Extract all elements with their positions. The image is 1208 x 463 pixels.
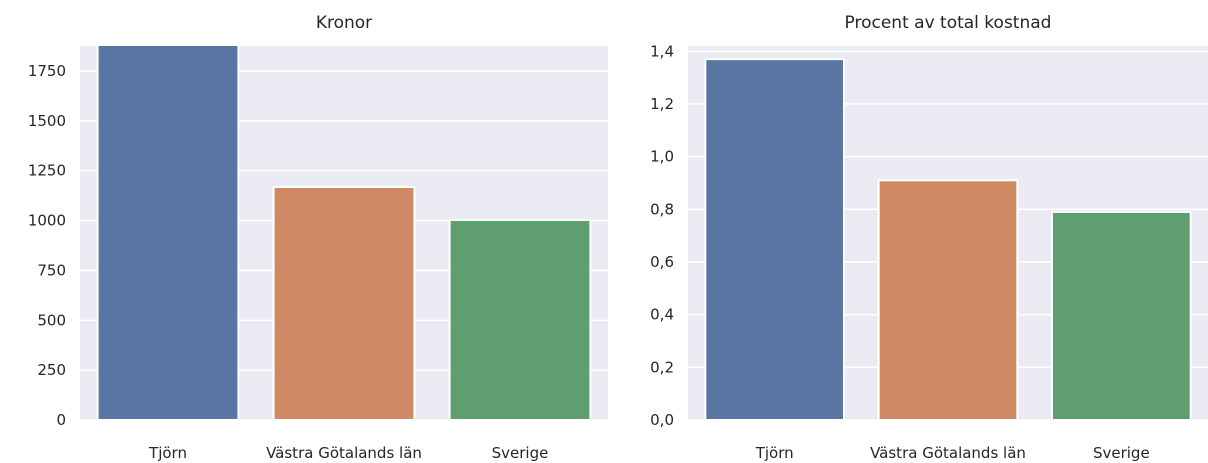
kronor-ytick-label: 250	[37, 361, 66, 379]
kronor-chart-title: Kronor	[316, 13, 372, 33]
procent-ytick-label: 1,2	[650, 95, 674, 113]
kronor-ytick-label: 750	[37, 261, 66, 279]
kronor-ytick-label: 1750	[28, 62, 66, 80]
procent-ytick-label: 0,6	[650, 253, 674, 271]
kronor-bar-2	[272, 186, 416, 421]
kronor-ytick-label: 0	[56, 411, 66, 429]
procent-xtick-label: Västra Götalands län	[870, 444, 1026, 462]
procent-bar-3	[1051, 210, 1192, 421]
kronor-xtick-label: Tjörn	[148, 444, 187, 462]
chart-procent: 0,0 0,2 0,4 0,6 0,8 1,0 1,2 1,4 Tjörn Västra Göta…	[650, 13, 1208, 462]
procent-ytick-label: 1,4	[650, 42, 674, 60]
procent-ytick-label: 0,2	[650, 358, 674, 376]
procent-ytick-label: 1,0	[650, 148, 674, 166]
kronor-xtick-label: Västra Götalands län	[266, 444, 422, 462]
kronor-ytick-label: 1250	[28, 162, 66, 180]
procent-ytick-label: 0,8	[650, 200, 674, 218]
procent-ytick-label: 0,4	[650, 306, 674, 324]
procent-ytick-label: 0,0	[650, 411, 674, 429]
procent-bar-1	[704, 58, 845, 422]
kronor-bar-1	[96, 44, 240, 422]
kronor-ytick-label: 1000	[28, 212, 66, 230]
kronor-bar-3	[448, 218, 592, 421]
kronor-xtick-label: Sverige	[492, 444, 549, 462]
procent-xtick-label: Sverige	[1093, 444, 1150, 462]
chart-kronor: 0 250 500 750 1000 1250 1500 1750 Tjörn Västra Gö…	[28, 13, 608, 462]
procent-chart-title: Procent av total kostnad	[845, 13, 1052, 33]
procent-xtick-label: Tjörn	[755, 444, 794, 462]
kronor-ytick-label: 1500	[28, 112, 66, 130]
kronor-ytick-label: 500	[37, 311, 66, 329]
procent-bar-2	[877, 179, 1019, 421]
